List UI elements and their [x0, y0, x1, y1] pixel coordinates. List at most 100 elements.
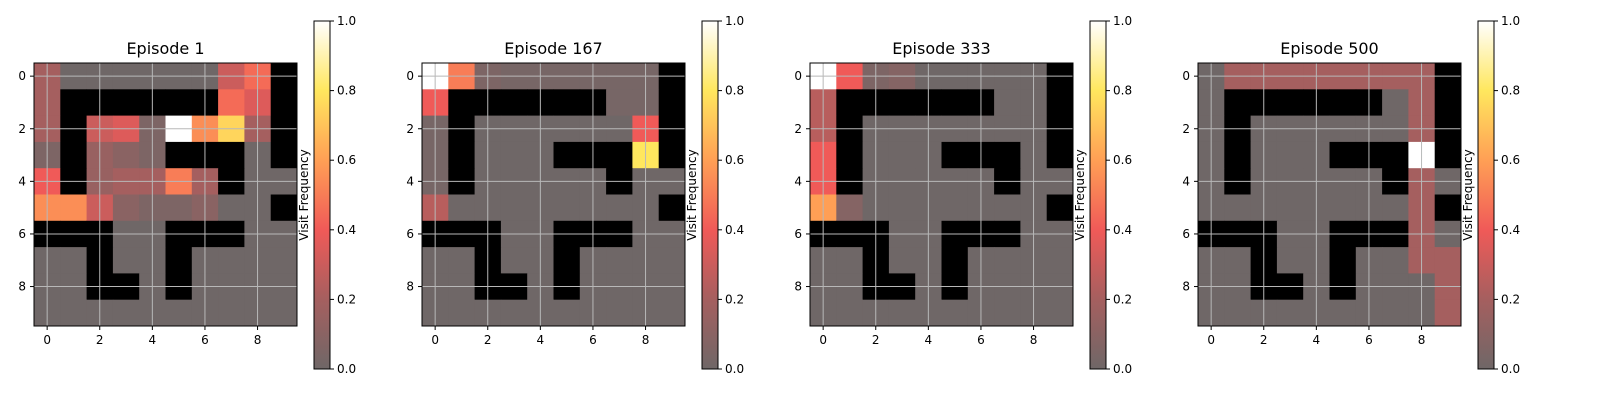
heatmap-cell — [606, 89, 633, 116]
y-tick-label: 4 — [18, 174, 26, 188]
x-tick-label: 6 — [1365, 333, 1373, 347]
panel-title: Episode 500 — [1280, 39, 1378, 58]
y-tick-label: 4 — [794, 174, 802, 188]
wall-cell — [165, 141, 193, 169]
heatmap-cell — [1046, 299, 1074, 327]
x-tick-label: 6 — [201, 333, 209, 347]
colorbar-label: Visit Frequency — [1461, 149, 1475, 240]
heatmap-cell — [500, 247, 528, 274]
x-tick-label: 4 — [925, 333, 933, 347]
colorbar-tick-label: 0.2 — [1501, 292, 1520, 306]
x-tick-label: 8 — [1030, 333, 1038, 347]
heatmap-cell — [1046, 247, 1074, 274]
x-tick-label: 2 — [1260, 333, 1268, 347]
colorbar-tick-label: 0.8 — [337, 84, 356, 98]
heatmap-cell — [888, 247, 916, 274]
wall-cell — [553, 141, 581, 169]
x-tick-label: 2 — [96, 333, 104, 347]
heatmap-cell — [553, 194, 581, 222]
colorbar-tick-label: 0.6 — [337, 153, 356, 167]
heatmap-cell — [1434, 247, 1462, 274]
heatmap-cell — [270, 247, 298, 274]
heatmap-cell — [658, 299, 686, 327]
x-tick-label: 0 — [431, 333, 439, 347]
panel-title: Episode 333 — [892, 39, 990, 58]
x-tick-label: 2 — [872, 333, 880, 347]
axes-frame — [421, 62, 686, 327]
wall-cell — [941, 247, 969, 274]
wall-cell — [60, 141, 87, 169]
heatmap-cell — [500, 141, 528, 169]
colorbar-tick-label: 0.6 — [1501, 153, 1520, 167]
wall-cell — [1434, 194, 1462, 222]
heatmap-cell — [112, 141, 140, 169]
colorbar — [313, 20, 331, 370]
panel-episode-2: Episode 333 0 2 4 6 8 0 2 4 6 8 0.0 0.2 0.4 0.6 0.8 1.0 V… — [794, 14, 1132, 376]
heatmap-cell — [1329, 299, 1357, 327]
wall-cell — [941, 89, 969, 116]
colorbar-tick-label: 1.0 — [1113, 14, 1132, 28]
colorbar-tick-label: 0.8 — [1501, 84, 1520, 98]
colorbar-tick-label: 0.2 — [1113, 292, 1132, 306]
wall-cell — [1434, 141, 1462, 169]
colorbar-label: Visit Frequency — [685, 149, 699, 240]
wall-cell — [1434, 89, 1462, 116]
heatmap-cell — [1434, 299, 1462, 327]
heatmap-cell — [112, 299, 140, 327]
colorbar-tick-label: 0.8 — [725, 84, 744, 98]
heatmap-cell — [1382, 89, 1409, 116]
heatmap-cell — [218, 194, 245, 222]
heatmap-cell — [994, 194, 1021, 222]
axes-frame — [1197, 62, 1462, 327]
colorbar-label: Visit Frequency — [297, 149, 311, 240]
heatmap-cell — [836, 194, 863, 222]
wall-cell — [836, 141, 863, 169]
colorbar-tick-label: 0.4 — [1113, 223, 1132, 237]
y-tick-label: 6 — [18, 227, 26, 241]
colorbar-tick-label: 0.0 — [725, 362, 744, 376]
colorbar-tick-label: 1.0 — [337, 14, 356, 28]
heatmap-cell — [1224, 247, 1251, 274]
wall-cell — [1046, 89, 1074, 116]
heatmap-cell — [1329, 194, 1357, 222]
wall-cell — [165, 247, 193, 274]
colorbar-label: Visit Frequency — [1073, 149, 1087, 240]
wall-cell — [658, 141, 686, 169]
colorbar-tick-label: 1.0 — [725, 14, 744, 28]
heatmap-cell — [941, 299, 969, 327]
colorbar-tick-label: 0.4 — [725, 223, 744, 237]
wall-cell — [553, 247, 581, 274]
y-tick-label: 0 — [1182, 69, 1190, 83]
x-tick-label: 0 — [43, 333, 51, 347]
colorbar — [1477, 20, 1495, 370]
panel-title: Episode 167 — [504, 39, 602, 58]
colorbar — [701, 20, 719, 370]
colorbar-tick-label: 0.8 — [1113, 84, 1132, 98]
wall-cell — [941, 141, 969, 169]
wall-cell — [270, 141, 298, 169]
heatmap-cell — [836, 299, 863, 327]
wall-cell — [448, 89, 475, 116]
heatmap-cell — [1382, 247, 1409, 274]
heatmap-cell — [448, 299, 475, 327]
heatmap-cell — [165, 299, 193, 327]
heatmap-cell — [270, 299, 298, 327]
heatmap-cell — [112, 194, 140, 222]
heatmap-cell — [888, 194, 916, 222]
wall-cell — [500, 89, 528, 116]
heatmap-cell — [888, 141, 916, 169]
heatmap-cell — [836, 247, 863, 274]
x-tick-label: 8 — [254, 333, 262, 347]
colorbar-tick-label: 0.2 — [725, 292, 744, 306]
y-tick-label: 2 — [406, 122, 414, 136]
x-tick-label: 0 — [1207, 333, 1215, 347]
wall-cell — [270, 194, 298, 222]
y-tick-label: 6 — [406, 227, 414, 241]
colorbar-tick-label: 0.2 — [337, 292, 356, 306]
heatmap-cell — [606, 247, 633, 274]
heatmap-cell — [60, 247, 87, 274]
x-tick-label: 6 — [589, 333, 597, 347]
heatmap-cell — [218, 299, 245, 327]
heatmap-cell — [165, 194, 193, 222]
